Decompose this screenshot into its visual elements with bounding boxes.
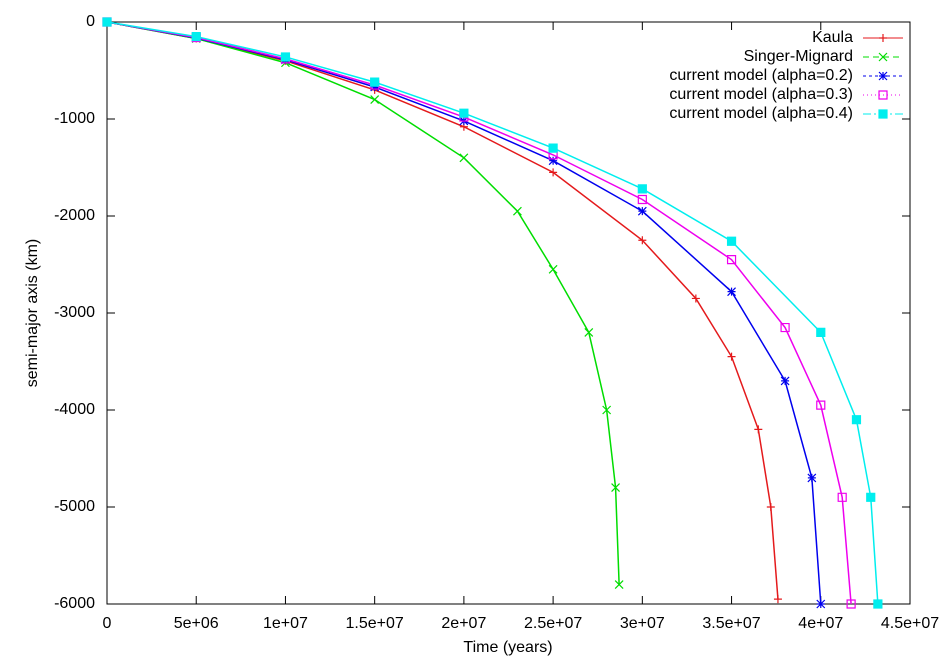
data-point [780,376,790,386]
data-point [614,580,624,590]
data-point [727,352,736,361]
data-point [780,322,790,333]
legend-marker [879,34,887,42]
legend-label: current model (alpha=0.3) [669,86,853,103]
series-line [106,21,779,600]
data-point [837,492,847,502]
data-point [637,206,647,216]
data-point [766,503,775,511]
x-tick-label: 5e+06 [174,615,219,632]
x-tick-label: 0 [103,615,112,632]
data-point [602,405,612,415]
data-point [726,255,737,265]
data-point [548,143,558,153]
data-point [638,236,647,245]
data-point [846,599,856,609]
legend-marker [878,109,888,119]
data-point [691,294,700,303]
data-point [191,31,201,42]
x-tick-label: 4e+07 [798,615,843,632]
x-tick-label: 2.5e+07 [524,615,582,632]
y-tick-label: -1000 [54,110,95,127]
x-tick-label: 3.5e+07 [702,615,760,632]
data-point [611,483,620,493]
y-tick-label: -5000 [54,498,95,515]
data-point [727,287,736,297]
series-line [106,21,879,605]
data-point [370,95,380,105]
x-tick-label: 2e+07 [441,615,486,632]
legend-marker [878,52,888,62]
data-point [866,492,876,502]
data-point [807,473,817,483]
y-tick-label: 0 [86,13,95,30]
legend-label: current model (alpha=0.4) [669,105,853,122]
data-point [459,108,469,118]
data-point [102,17,112,27]
data-point [816,599,826,609]
data-point [637,184,647,194]
data-point [370,82,380,92]
x-tick-label: 1e+07 [263,615,308,632]
legend-marker [878,71,888,81]
x-axis-label: Time (years) [463,639,552,656]
legend-label: Kaula [812,29,853,46]
data-point [280,52,291,62]
series-line [106,21,852,605]
y-tick-label: -2000 [54,207,95,224]
data-point [816,327,826,337]
y-tick-label: -4000 [54,401,95,418]
series-line [106,21,620,585]
data-point [548,156,558,166]
y-tick-label: -3000 [54,304,95,321]
data-point [549,168,558,177]
data-point [754,425,763,434]
data-point [370,77,380,87]
data-point [512,206,522,216]
legend-marker [878,90,888,100]
data-point [851,415,862,425]
data-point [726,236,737,246]
x-tick-label: 3e+07 [620,615,665,632]
data-point [773,595,782,604]
x-tick-label: 4.5e+07 [881,615,939,632]
data-point [873,599,883,609]
y-tick-label: -6000 [54,595,95,612]
legend-label: Singer-Mignard [744,48,853,65]
x-tick-label: 1.5e+07 [346,615,404,632]
data-point [548,264,558,274]
data-point [637,194,647,205]
data-point [816,400,826,410]
legend-label: current model (alpha=0.2) [669,67,853,84]
data-point [584,327,594,337]
data-point [459,153,469,163]
y-axis-label: semi-major axis (km) [24,239,41,387]
